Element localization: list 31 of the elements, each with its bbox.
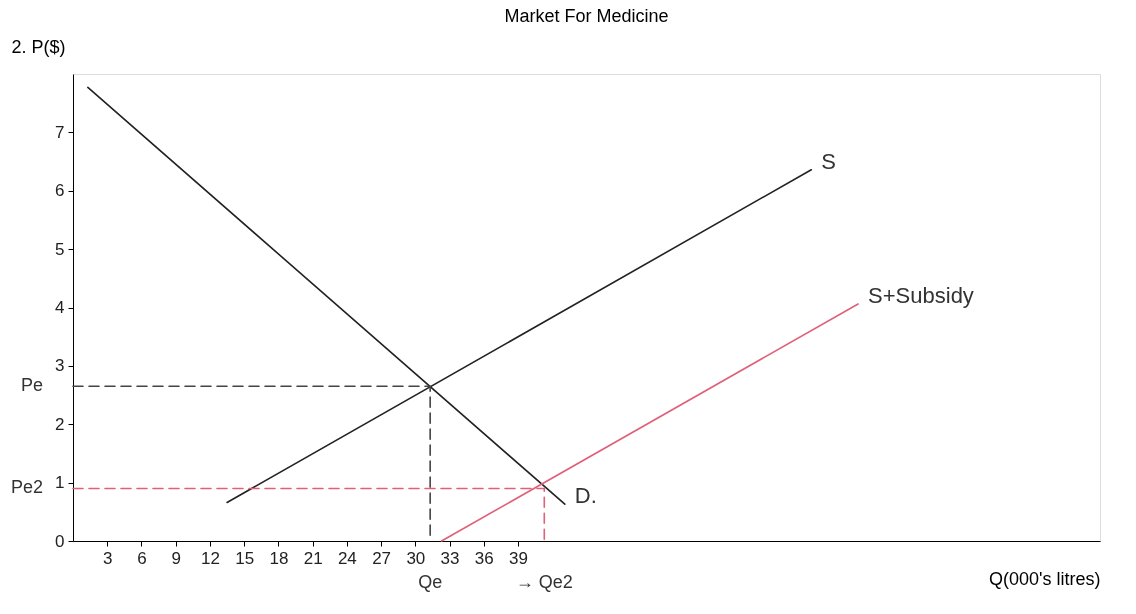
y-tick-label: 1 <box>55 473 65 493</box>
y-tick-label: 6 <box>55 181 65 201</box>
x-tick-label: 15 <box>235 548 255 568</box>
annotation: S <box>821 148 836 174</box>
x-tick-label: 18 <box>269 548 289 568</box>
x-axis-title: Q(000's litres) <box>989 568 1101 589</box>
y-tick-label: 5 <box>55 239 65 259</box>
x-tick-label: 6 <box>137 548 147 568</box>
annotation: Qe <box>418 572 443 592</box>
x-tick-label: 39 <box>509 548 528 568</box>
y-tick-label: 7 <box>55 122 65 142</box>
annotation: → Qe2 <box>515 572 573 592</box>
x-tick-label: 33 <box>440 548 460 568</box>
x-tick-label: 12 <box>200 548 220 568</box>
annotation: Pe <box>20 375 43 396</box>
x-tick-label: 24 <box>337 548 357 568</box>
x-tick-label: 9 <box>171 548 181 568</box>
y-tick-label: 3 <box>55 356 65 376</box>
y-tick-label: 0 <box>55 531 65 551</box>
x-tick-label: 30 <box>406 548 426 568</box>
y-axis-title: 2. P($) <box>11 36 66 57</box>
x-tick-label: 27 <box>372 548 392 568</box>
x-tick-label: 3 <box>103 548 113 568</box>
annotation: D. <box>574 483 597 509</box>
y-tick-label: 2 <box>55 414 65 434</box>
x-tick-label: 21 <box>303 548 323 568</box>
annotation: Pe2 <box>10 477 43 498</box>
annotation: S+Subsidy <box>868 283 974 308</box>
chart-title: Market For Medicine <box>504 6 669 26</box>
x-tick-label: 36 <box>474 548 494 568</box>
y-tick-label: 4 <box>55 298 65 317</box>
